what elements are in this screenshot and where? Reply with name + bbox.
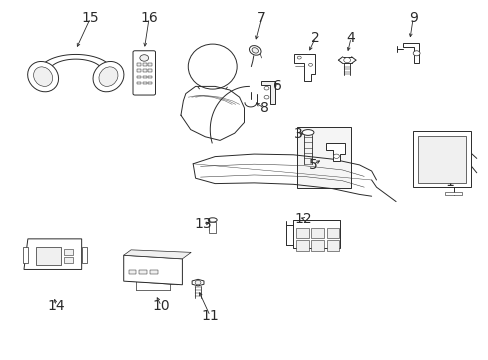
Bar: [148, 82, 152, 84]
Ellipse shape: [208, 218, 217, 222]
Bar: [139, 270, 147, 274]
Circle shape: [333, 154, 339, 158]
Bar: [148, 69, 152, 72]
Text: 10: 10: [152, 299, 170, 313]
Text: 8: 8: [259, 101, 268, 115]
Circle shape: [308, 63, 312, 66]
Bar: [417, 136, 465, 183]
Text: 2: 2: [310, 31, 319, 45]
Circle shape: [297, 56, 301, 59]
Bar: [148, 63, 152, 66]
Ellipse shape: [99, 67, 118, 86]
Text: 7: 7: [257, 11, 265, 25]
Circle shape: [264, 95, 268, 99]
Text: 15: 15: [81, 11, 99, 25]
Bar: [209, 222, 216, 233]
Circle shape: [343, 58, 350, 63]
Bar: [293, 220, 339, 248]
Text: 12: 12: [294, 212, 311, 225]
Bar: [137, 82, 141, 84]
Bar: [36, 247, 61, 265]
Ellipse shape: [188, 44, 237, 89]
Circle shape: [412, 51, 419, 56]
Circle shape: [140, 55, 148, 61]
Bar: [142, 69, 146, 72]
Bar: [142, 76, 146, 78]
Bar: [326, 240, 338, 251]
Bar: [444, 192, 461, 195]
Bar: [137, 69, 141, 72]
Ellipse shape: [34, 67, 53, 86]
Text: 3: 3: [293, 127, 302, 141]
Bar: [64, 257, 73, 263]
Text: 6: 6: [273, 80, 282, 93]
Ellipse shape: [251, 48, 258, 53]
Ellipse shape: [302, 130, 313, 135]
Bar: [150, 270, 158, 274]
Bar: [311, 240, 323, 251]
Polygon shape: [123, 250, 191, 259]
Text: 1: 1: [445, 175, 453, 189]
Bar: [142, 63, 146, 66]
Text: 9: 9: [408, 11, 417, 25]
Polygon shape: [123, 255, 182, 285]
Bar: [326, 228, 338, 238]
Text: 13: 13: [194, 217, 211, 231]
Text: 4: 4: [346, 31, 355, 45]
Polygon shape: [260, 81, 275, 104]
Ellipse shape: [249, 46, 261, 55]
Text: 11: 11: [201, 309, 219, 323]
Text: 14: 14: [47, 299, 65, 313]
Ellipse shape: [28, 62, 59, 92]
Bar: [297, 127, 350, 188]
Circle shape: [195, 280, 201, 285]
Bar: [142, 82, 146, 84]
Bar: [412, 131, 470, 187]
Bar: [82, 247, 87, 263]
Bar: [128, 270, 136, 274]
Bar: [311, 228, 323, 238]
Ellipse shape: [93, 62, 123, 92]
Bar: [137, 76, 141, 78]
Bar: [296, 228, 308, 238]
Bar: [64, 249, 73, 255]
Text: 5: 5: [308, 158, 317, 171]
Circle shape: [264, 86, 268, 90]
Polygon shape: [402, 43, 418, 63]
Polygon shape: [192, 279, 203, 286]
FancyBboxPatch shape: [133, 51, 155, 95]
Polygon shape: [294, 54, 315, 81]
Text: 16: 16: [140, 11, 158, 25]
Bar: [137, 63, 141, 66]
Polygon shape: [24, 239, 81, 269]
Bar: [296, 240, 308, 251]
Polygon shape: [325, 143, 344, 161]
Bar: [148, 76, 152, 78]
Bar: [23, 247, 28, 263]
